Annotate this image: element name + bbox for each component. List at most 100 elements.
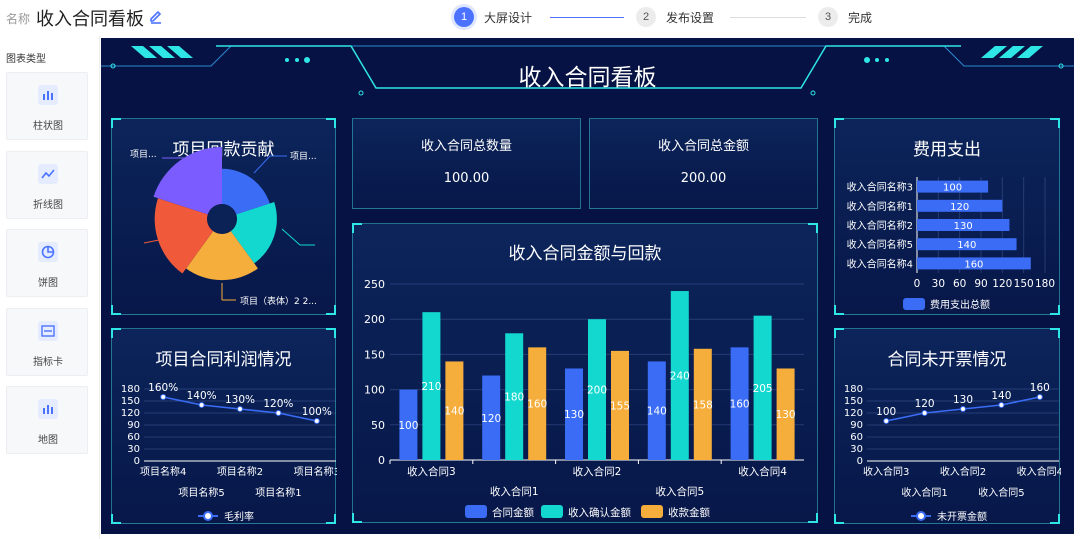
kpi-label: 收入合同总数量: [420, 139, 512, 154]
sidebar-item-indicator-card[interactable]: 指标卡: [6, 308, 88, 376]
sidebar-title: 图表类型: [6, 54, 46, 65]
step-complete[interactable]: 3 完成: [818, 6, 872, 28]
x-tick-label: 60: [953, 278, 966, 290]
pie-panel[interactable]: 项目回款贡献 项目... 项目... 项目（表体）2 2...: [111, 118, 336, 315]
x-tick-label: 180: [1035, 278, 1055, 290]
expense-panel[interactable]: 费用支出 0 30 60 90 120 150 180 收入合同名称3 100 收入合同名称1 12…: [834, 118, 1060, 315]
y-tick-label: 60: [127, 432, 140, 443]
bar-value-label: 240: [670, 371, 690, 383]
legend-swatch: [465, 505, 487, 518]
bar-value-label: 100: [398, 420, 418, 432]
data-point: [998, 402, 1005, 408]
step-label: 完成: [848, 10, 873, 25]
sidebar-item-map[interactable]: 地图: [6, 386, 88, 454]
kpi-label: 收入合同总金额: [657, 139, 749, 154]
data-point: [960, 406, 966, 412]
bar: [917, 238, 1017, 251]
x-tick-label: 收入合同5: [978, 486, 1024, 499]
y-tick-label: 收入合同名称5: [847, 238, 913, 251]
edit-icon[interactable]: [148, 9, 164, 25]
legend-swatch: [641, 505, 663, 518]
invoice-panel[interactable]: 合同未开票情况 0 30 60 90 120 150 180 100 120 130 140 160 收…: [834, 328, 1061, 524]
data-label: 100%: [302, 406, 332, 418]
bar-value-label: 130: [564, 409, 584, 421]
bar-value-label: 130: [776, 409, 796, 421]
y-tick-label: 180: [844, 384, 863, 395]
y-tick-label: 150: [364, 348, 385, 361]
step-design[interactable]: 1 大屏设计: [454, 6, 532, 28]
bar: [422, 312, 441, 460]
x-tick-label: 收入合同1: [901, 486, 947, 499]
pie-slice: [230, 202, 277, 264]
legend-marker: [916, 511, 926, 521]
data-label: 120%: [263, 398, 293, 410]
kpi-value: 200.00: [680, 171, 727, 186]
y-tick-label: 250: [364, 278, 385, 291]
legend-label: 收款金额: [668, 506, 710, 519]
step-number: 1: [454, 7, 474, 27]
dashboard-title: 收入合同看板: [518, 65, 657, 91]
step-connector: [550, 17, 624, 18]
legend-label: 合同金额: [492, 506, 534, 519]
bar: [588, 319, 606, 460]
bar-value-label: 140: [957, 240, 976, 251]
bar: [693, 348, 712, 460]
y-tick-label: 120: [844, 408, 863, 419]
pie-slice: [222, 168, 270, 215]
data-label: 160: [1030, 382, 1050, 394]
board-title[interactable]: 收入合同看板: [36, 9, 144, 30]
x-tick-label: 120: [992, 278, 1012, 290]
header-decoration: [101, 45, 1074, 96]
chart-type-sidebar: 图表类型 柱状图 折线图 饼图 指标卡: [0, 36, 100, 539]
sidebar-item-line-chart[interactable]: 折线图: [6, 151, 88, 219]
bar-value-label: 140: [647, 406, 667, 418]
y-tick-label: 收入合同名称2: [847, 219, 913, 232]
sidebar-item-pie-chart[interactable]: 饼图: [6, 229, 88, 297]
bar-value-label: 140: [444, 406, 464, 418]
bar-value-label: 200: [587, 385, 607, 397]
legend-label: 未开票金额: [937, 510, 987, 523]
step-publish[interactable]: 2 发布设置: [636, 6, 714, 28]
bar: [917, 180, 989, 193]
pie-label: 项目...: [130, 149, 157, 160]
sidebar-item-label: 柱状图: [33, 121, 63, 132]
step-connector: [730, 17, 806, 18]
bar: [917, 219, 1010, 231]
bar-value-label: 160: [730, 399, 750, 411]
kpi-card-contract-count[interactable]: 收入合同总数量 100.00: [352, 118, 581, 209]
data-label: 140: [991, 390, 1011, 402]
bar: [753, 315, 772, 460]
main-bar-panel[interactable]: 收入合同金额与回款 0 50 100 150 200 250 100 120 130 140 160…: [352, 223, 818, 523]
pie-chart: 项目... 项目... 项目（表体）2 2...: [130, 147, 317, 307]
data-point: [883, 418, 890, 424]
x-tick-label: 收入合同3: [407, 465, 456, 478]
bar: [647, 361, 666, 460]
sidebar-item-label: 折线图: [33, 200, 63, 211]
pie-slice: [154, 198, 214, 274]
y-tick-label: 100: [364, 384, 385, 397]
sidebar-item-bar-chart[interactable]: 柱状图: [6, 72, 88, 140]
y-tick-label: 150: [844, 396, 863, 407]
legend-swatch: [541, 505, 563, 518]
bar-value-label: 210: [421, 381, 441, 393]
kpi-value: 100.00: [443, 171, 490, 186]
dashboard-canvas: 收入合同看板 项目回款贡献 项目... 项目... 项目（表体）2 2... 项…: [101, 38, 1074, 534]
x-tick-label: 收入合同3: [863, 465, 909, 478]
legend-label: 毛利率: [224, 510, 254, 523]
profit-panel[interactable]: 项目合同利润情况 0 30 60 90 120 150 180 160% 140% 130% 120…: [111, 328, 337, 524]
sidebar-item-label: 指标卡: [33, 357, 63, 368]
data-point: [313, 418, 320, 424]
bar: [565, 368, 583, 460]
y-tick-label: 30: [127, 444, 140, 455]
bar: [730, 347, 749, 460]
kpi-card-contract-amount[interactable]: 收入合同总金额 200.00: [589, 118, 818, 209]
profit-title: 项目合同利润情况: [155, 350, 292, 370]
step-number: 2: [636, 7, 656, 27]
bar-value-label: 120: [950, 202, 969, 213]
y-tick-label: 200: [364, 313, 385, 326]
y-tick-label: 0: [857, 456, 863, 467]
x-tick-label: 收入合同4: [1017, 465, 1061, 478]
top-bar: 名称 收入合同看板 1 大屏设计 2 发布设置 3 完成: [0, 0, 1080, 36]
